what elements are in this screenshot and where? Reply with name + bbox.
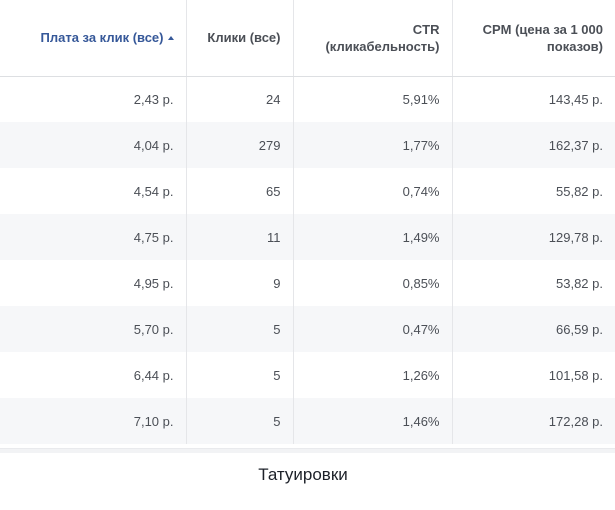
cell-cpc: 4,54 р. xyxy=(0,168,187,214)
column-header-label: CTR (кликабельность) xyxy=(325,21,440,54)
table-header-row: Плата за клик (все) Клики (все) CTR (кли… xyxy=(0,0,615,77)
column-header-label: Плата за клик (все) xyxy=(40,30,164,46)
cell-ctr: 5,91% xyxy=(293,76,453,122)
cell-ctr: 1,49% xyxy=(293,214,453,260)
cell-cpc: 4,75 р. xyxy=(0,214,187,260)
table-row: 4,75 р. 11 1,49% 129,78 р. xyxy=(0,214,615,260)
ads-stats-table: Плата за клик (все) Клики (все) CTR (кли… xyxy=(0,0,615,444)
table-row: 7,10 р. 5 1,46% 172,28 р. xyxy=(0,398,615,444)
cell-clicks: 5 xyxy=(186,398,294,444)
column-header-ctr[interactable]: CTR (кликабельность) xyxy=(293,0,453,77)
cell-cpm: 66,59 р. xyxy=(452,306,615,352)
column-header-label: Клики (все) xyxy=(207,30,281,46)
cell-clicks: 9 xyxy=(186,260,294,306)
cell-cpc: 6,44 р. xyxy=(0,352,187,398)
table-row: 2,43 р. 24 5,91% 143,45 р. xyxy=(0,76,615,122)
cell-ctr: 0,85% xyxy=(293,260,453,306)
cell-clicks: 24 xyxy=(186,76,294,122)
cell-clicks: 5 xyxy=(186,306,294,352)
column-header-clicks[interactable]: Клики (все) xyxy=(186,0,294,77)
cell-cpm: 172,28 р. xyxy=(452,398,615,444)
cell-cpm: 101,58 р. xyxy=(548,367,603,383)
table-row: 4,54 р. 65 0,74% 55,82 р. xyxy=(0,168,615,214)
cell-clicks: 5 xyxy=(186,352,294,398)
cell-ctr: 0,74% xyxy=(293,168,453,214)
column-header-label: CPM (цена за 1 000 показов) xyxy=(482,21,603,54)
ads-stats-table-container: Плата за клик (все) Клики (все) CTR (кли… xyxy=(0,0,615,444)
column-header-cpm[interactable]: CPM (цена за 1 000 показов) xyxy=(452,0,615,77)
sort-ascending-icon xyxy=(167,35,174,40)
cell-cpm: 53,82 р. xyxy=(556,275,603,291)
table-row: 6,44 р. 5 1,26% 101,58 р. xyxy=(0,352,615,398)
cell-cpc: 5,70 р. xyxy=(0,306,187,352)
cell-ctr: 1,77% xyxy=(293,122,453,168)
cell-cpc: 2,43 р. xyxy=(0,76,187,122)
cell-ctr: 0,47% xyxy=(293,306,453,352)
cell-ctr: 1,46% xyxy=(293,398,453,444)
column-header-cpc[interactable]: Плата за клик (все) xyxy=(0,0,187,77)
table-bottom-divider xyxy=(0,448,615,453)
cell-clicks: 11 xyxy=(186,214,294,260)
cell-cpm: 143,45 р. xyxy=(548,91,603,107)
table-row: 4,04 р. 279 1,77% 162,37 р. xyxy=(0,122,615,168)
cell-clicks: 65 xyxy=(186,168,294,214)
table-row: 5,70 р. 5 0,47% 66,59 р. xyxy=(0,306,615,352)
cell-cpm: 55,82 р. xyxy=(556,183,603,199)
image-caption: Татуировки xyxy=(258,465,348,484)
cell-cpm: 162,37 р. xyxy=(452,122,615,168)
cell-cpm: 129,78 р. xyxy=(452,214,615,260)
cell-cpc: 4,95 р. xyxy=(0,260,187,306)
cell-clicks: 279 xyxy=(186,122,294,168)
cell-cpc: 7,10 р. xyxy=(0,398,187,444)
cell-ctr: 1,26% xyxy=(293,352,453,398)
table-row: 4,95 р. 9 0,85% 53,82 р. xyxy=(0,260,615,306)
cell-cpc: 4,04 р. xyxy=(0,122,187,168)
